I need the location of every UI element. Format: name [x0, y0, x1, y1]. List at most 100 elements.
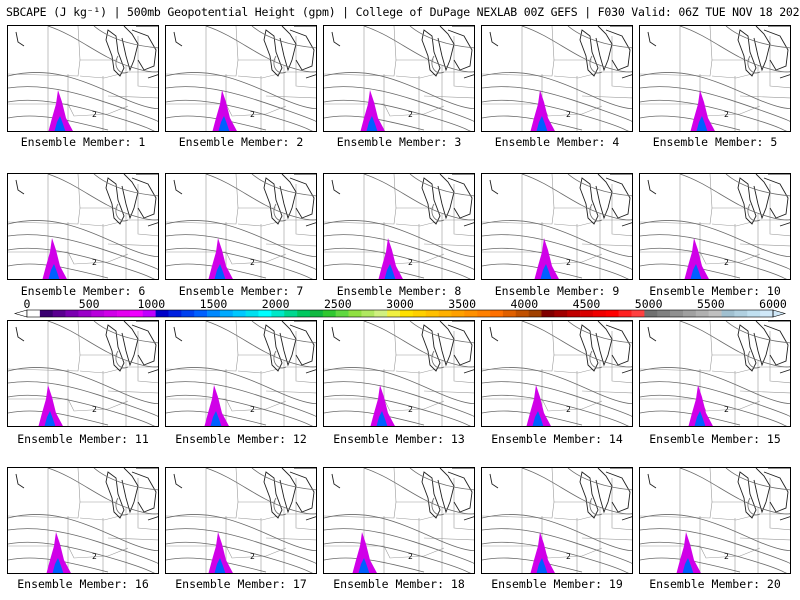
sbcape-shading [684, 238, 709, 279]
contour-label: 2 [92, 552, 97, 561]
ensemble-panel: 2 [323, 467, 475, 574]
ensemble-panel: 2 [639, 467, 791, 574]
colorbar-swatch [708, 310, 722, 317]
contour-label: 2 [92, 405, 97, 414]
ensemble-panel: 2 [165, 467, 317, 574]
ensemble-panel: 2 [323, 320, 475, 427]
contour-label: 2 [724, 552, 729, 561]
contour-label: 2 [566, 258, 571, 267]
contour-label: 2 [250, 405, 255, 414]
colorbar-swatch [374, 310, 388, 317]
sbcape-shading [46, 532, 71, 573]
panel-label: Ensemble Member: 16 [17, 577, 149, 591]
colorbar-tick-label: 3500 [448, 297, 477, 311]
colorbar-swatch [682, 310, 697, 317]
contour-label: 2 [250, 258, 255, 267]
colorbar-tick-label: 6000 [759, 297, 787, 311]
contour-label: 2 [408, 258, 413, 267]
colorbar-swatch [309, 310, 324, 317]
ensemble-panel: 2 [165, 173, 317, 280]
colorbar-swatch [387, 310, 401, 317]
sbcape-shading [676, 532, 701, 573]
colorbar-tick-label: 5500 [696, 297, 725, 311]
colorbar-swatch [502, 310, 517, 317]
sbcape-shading [378, 238, 403, 279]
colorbar-min-arrow [13, 309, 28, 318]
colorbar-swatch [52, 310, 66, 317]
ensemble-panel: 2 [481, 25, 633, 132]
panel-label: Ensemble Member: 19 [491, 577, 623, 591]
chart-title: SBCAPE (J kg⁻¹) | 500mb Geopotential Hei… [6, 5, 800, 19]
colorbar-swatch [219, 310, 234, 317]
sbcape-core-shading [694, 411, 706, 426]
ensemble-panel: 2 [639, 320, 791, 427]
ensemble-panel: 2 [165, 25, 317, 132]
sbcape-core-shading [48, 264, 60, 279]
colorbar-swatch [464, 310, 478, 317]
colorbar-swatch [644, 310, 658, 317]
colorbar-swatch [168, 310, 182, 317]
ensemble-panel: 2 [639, 173, 791, 280]
sbcape-shading [530, 90, 555, 131]
colorbar-swatch [284, 310, 298, 317]
colorbar-tick-label: 2500 [323, 297, 352, 311]
sbcape-core-shading [218, 116, 230, 131]
colorbar-swatch [618, 310, 632, 317]
colorbar-swatch [477, 310, 491, 317]
colorbar-swatch [129, 310, 144, 317]
sbcape-shading [212, 90, 237, 131]
contour-label: 2 [724, 110, 729, 119]
sbcape-core-shading [536, 116, 548, 131]
colorbar-tick-label: 4500 [572, 297, 601, 311]
panel-label: Ensemble Member: 11 [17, 432, 149, 446]
sbcape-shading [352, 532, 377, 573]
colorbar-swatch [271, 310, 285, 317]
sbcape-shading [534, 238, 559, 279]
ensemble-panel: 2 [165, 320, 317, 427]
colorbar-swatch [541, 310, 555, 317]
contour-label: 2 [92, 258, 97, 267]
sbcape-core-shading [376, 411, 388, 426]
sbcape-shading [38, 385, 63, 426]
panel-label: Ensemble Member: 8 [336, 284, 462, 298]
colorbar-swatch [695, 310, 709, 317]
panel-label: Ensemble Member: 10 [649, 284, 781, 298]
colorbar-tick-label: 2000 [261, 297, 290, 311]
panel-label: Ensemble Member: 1 [20, 135, 146, 149]
colorbar-swatch [567, 310, 581, 317]
contour-label: 2 [408, 110, 413, 119]
sbcape-shading [688, 385, 713, 426]
colorbar-swatch [361, 310, 375, 317]
contour-label: 2 [92, 110, 97, 119]
colorbar-tick-label: 500 [78, 297, 100, 311]
ensemble-panel: 2 [323, 25, 475, 132]
colorbar-swatch [117, 310, 131, 317]
colorbar-swatch [747, 310, 761, 317]
colorbar-swatch [734, 310, 748, 317]
colorbar-tick-label: 0 [23, 297, 31, 311]
colorbar-swatch [412, 310, 427, 317]
sbcape-core-shading [358, 558, 370, 573]
colorbar-swatch [580, 310, 594, 317]
panel-label: Ensemble Member: 15 [649, 432, 781, 446]
colorbar-swatch [142, 310, 156, 317]
colorbar-swatch [232, 310, 246, 317]
panel-label: Ensemble Member: 3 [336, 135, 462, 149]
sbcape-core-shading [696, 116, 708, 131]
sbcape-core-shading [44, 411, 56, 426]
colorbar-swatch [78, 310, 92, 317]
ensemble-panel: 2 [481, 173, 633, 280]
ensemble-panel: 2 [639, 25, 791, 132]
contour-label: 2 [566, 552, 571, 561]
colorbar-tick-label: 1500 [199, 297, 228, 311]
colorbar-swatch [657, 310, 671, 317]
panel-label: Ensemble Member: 20 [649, 577, 781, 591]
sbcape-shading [360, 90, 385, 131]
sbcape-shading [208, 238, 233, 279]
colorbar-swatch [490, 310, 504, 317]
ensemble-panel: 2 [7, 467, 159, 574]
panel-label: Ensemble Member: 2 [178, 135, 304, 149]
sbcape-core-shading [214, 264, 226, 279]
sbcape-core-shading [536, 558, 548, 573]
colorbar-swatch [438, 310, 452, 317]
